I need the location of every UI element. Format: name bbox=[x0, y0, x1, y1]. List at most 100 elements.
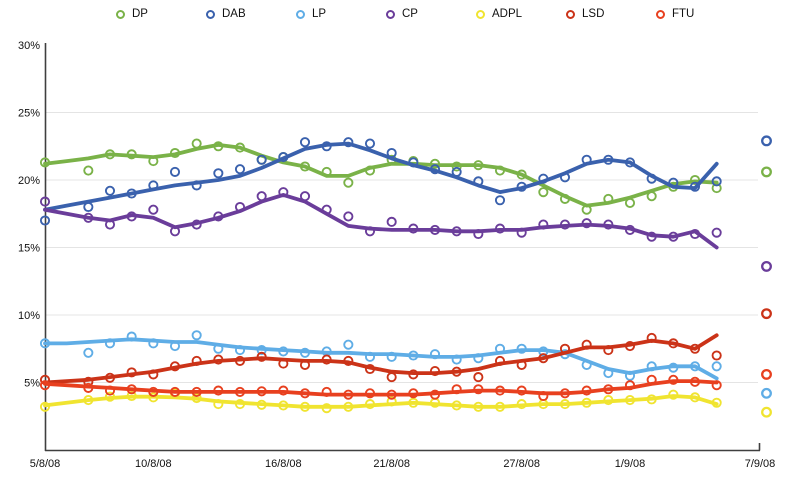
poll-point-DP bbox=[689, 174, 701, 186]
poll-point-FTU bbox=[343, 389, 354, 400]
legend-label: LP bbox=[312, 8, 327, 20]
poll-point-LSD bbox=[126, 367, 137, 378]
poll-point-DP bbox=[169, 147, 181, 159]
poll-point-LSD bbox=[148, 369, 159, 380]
poll-point-FTU bbox=[83, 382, 94, 393]
poll-point-DAB bbox=[516, 181, 527, 192]
poll-point-LP bbox=[451, 354, 462, 365]
final-point-DAB bbox=[761, 135, 772, 147]
poll-point-CP bbox=[646, 231, 657, 242]
poll-point-DAB bbox=[668, 177, 679, 188]
poll-point-CP bbox=[494, 223, 506, 234]
x-tick-label-10-8-08: 10/8/08 bbox=[135, 458, 172, 470]
trend-line-LSD bbox=[43, 333, 719, 385]
poll-point-DAB bbox=[711, 176, 722, 187]
poll-point-FTU bbox=[321, 386, 332, 398]
poll-point-LSD bbox=[559, 343, 571, 354]
poll-point-LSD bbox=[191, 355, 202, 366]
poll-point-LP bbox=[538, 346, 549, 357]
poll-point-LSD bbox=[169, 361, 181, 372]
poll-point-DP bbox=[191, 138, 202, 149]
poll-point-DAB bbox=[169, 166, 181, 177]
x-tick-label-5-8-08: 5/8/08 bbox=[30, 458, 61, 470]
poll-point-CP bbox=[126, 211, 137, 222]
poll-point-ADPL bbox=[711, 397, 722, 408]
poll-point-DAB bbox=[603, 154, 614, 165]
poll-point-DAB bbox=[646, 173, 657, 184]
poll-point-LSD bbox=[538, 353, 549, 364]
poll-point-DP bbox=[429, 158, 441, 169]
poll-point-DAB bbox=[83, 201, 94, 213]
poll-point-CP bbox=[429, 224, 441, 235]
legend-label: ADPL bbox=[492, 8, 523, 20]
poll-point-ADPL bbox=[256, 399, 267, 410]
final-point-ADPL bbox=[761, 406, 772, 418]
poll-point-LSD bbox=[581, 339, 592, 350]
poll-point-DAB bbox=[581, 154, 592, 165]
poll-point-DP bbox=[39, 157, 51, 168]
poll-point-CP bbox=[386, 216, 397, 227]
poll-point-DAB bbox=[494, 195, 506, 206]
poll-point-ADPL bbox=[603, 394, 614, 406]
poll-point-LP bbox=[386, 351, 397, 362]
final-point-LP bbox=[761, 387, 772, 399]
poll-point-ADPL bbox=[581, 397, 592, 408]
poll-point-LSD bbox=[343, 355, 354, 366]
trend-line-FTU bbox=[43, 379, 719, 397]
x-tick-label-27-8-08: 27/8/08 bbox=[503, 458, 540, 470]
poll-point-LP bbox=[213, 343, 224, 354]
poll-point-LP bbox=[624, 370, 636, 381]
poll-point-CP bbox=[213, 211, 224, 222]
legend-item-DP: DP bbox=[116, 8, 206, 20]
poll-point-ADPL bbox=[516, 399, 527, 410]
poll-point-FTU bbox=[169, 386, 181, 398]
poll-point-CP bbox=[559, 219, 571, 230]
poll-point-LSD bbox=[234, 355, 246, 366]
poll-point-CP bbox=[39, 196, 51, 207]
legend-marker-circle-icon bbox=[116, 9, 125, 19]
poll-point-LSD bbox=[668, 338, 679, 349]
poll-point-CP bbox=[256, 191, 267, 202]
poll-point-LSD bbox=[278, 358, 289, 369]
poll-point-ADPL bbox=[624, 394, 636, 406]
poll-point-DAB bbox=[429, 164, 441, 175]
poll-point-FTU bbox=[581, 385, 592, 396]
poll-point-DAB bbox=[559, 172, 571, 183]
poll-point-LP bbox=[429, 349, 441, 360]
poll-point-DAB bbox=[234, 164, 246, 175]
poll-point-ADPL bbox=[39, 401, 51, 412]
legend-marker-circle-icon bbox=[206, 9, 215, 19]
poll-point-ADPL bbox=[689, 392, 701, 403]
poll-point-CP bbox=[408, 223, 419, 234]
poll-point-LP bbox=[39, 338, 51, 349]
poll-point-ADPL bbox=[408, 397, 419, 408]
legend-label: CP bbox=[402, 8, 418, 20]
poll-point-FTU bbox=[711, 380, 722, 391]
poll-point-LP bbox=[169, 340, 181, 352]
poll-point-LP bbox=[83, 347, 94, 358]
poll-point-DAB bbox=[213, 168, 224, 179]
chart-legend: DP DAB LP CP ADPL LSD FTU bbox=[116, 8, 746, 20]
poll-point-DP bbox=[451, 161, 462, 172]
poll-point-LSD bbox=[386, 372, 397, 383]
poll-point-CP bbox=[473, 228, 484, 240]
poll-point-ADPL bbox=[646, 394, 657, 405]
legend-label: FTU bbox=[672, 8, 695, 20]
poll-point-DP bbox=[234, 142, 246, 153]
poll-point-DP bbox=[711, 183, 722, 194]
poll-point-FTU bbox=[603, 384, 614, 395]
poll-point-LSD bbox=[603, 345, 614, 356]
poll-point-DP bbox=[494, 165, 506, 176]
poll-point-ADPL bbox=[83, 394, 94, 406]
y-tick-label-20: 20% bbox=[18, 175, 40, 187]
legend-item-LSD: LSD bbox=[566, 8, 656, 20]
poll-point-CP bbox=[83, 212, 94, 223]
poll-point-ADPL bbox=[321, 403, 332, 414]
poll-point-LSD bbox=[321, 354, 332, 365]
legend-marker-circle-icon bbox=[476, 9, 485, 19]
legend-marker-circle-icon bbox=[656, 9, 665, 19]
poll-point-ADPL bbox=[343, 401, 354, 412]
final-point-DP bbox=[761, 166, 772, 178]
poll-point-CP bbox=[516, 227, 527, 238]
legend-marker-circle-icon bbox=[296, 9, 305, 19]
